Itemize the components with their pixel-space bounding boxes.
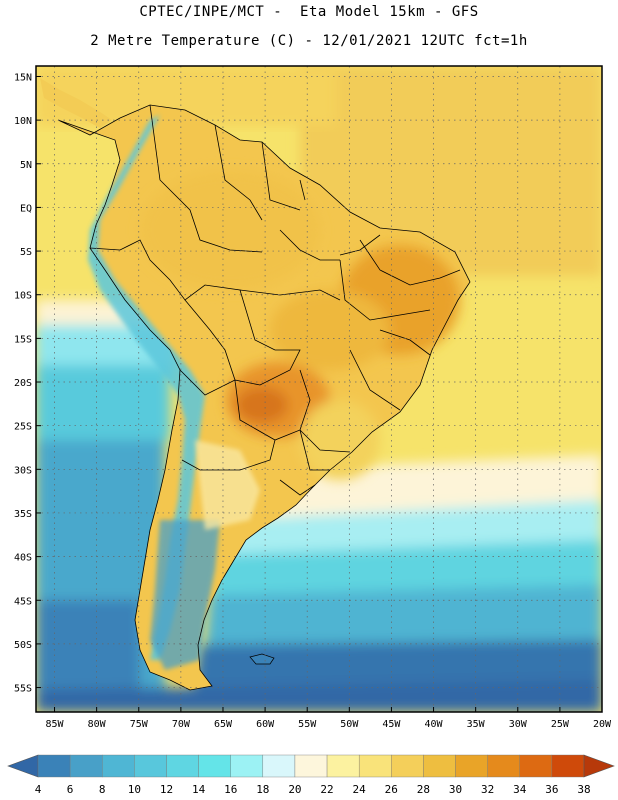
colorbar-tick-label: 16 xyxy=(224,783,237,796)
colorbar-segment xyxy=(551,754,585,778)
lat-label: 25S xyxy=(14,422,32,433)
lon-label: 65W xyxy=(214,719,233,730)
colorbar-low-arrow xyxy=(7,754,39,778)
lon-label: 30W xyxy=(509,719,528,730)
colorbar-tick-label: 26 xyxy=(385,783,398,796)
lat-label: 10N xyxy=(14,116,32,127)
colorbar-tick-label: 30 xyxy=(449,783,462,796)
colorbar-tick-label: 20 xyxy=(288,783,301,796)
lat-label: 5S xyxy=(20,247,32,258)
lon-label: 40W xyxy=(425,719,444,730)
colorbar-segment xyxy=(198,754,231,778)
lon-label: 80W xyxy=(88,719,107,730)
colorbar-tick-label: 38 xyxy=(577,783,590,796)
map-title-line-2: 2 Metre Temperature (C) - 12/01/2021 12U… xyxy=(90,33,528,49)
lon-label: 35W xyxy=(467,719,486,730)
colorbar-high-arrow xyxy=(583,754,615,778)
colorbar-segment xyxy=(519,754,553,778)
colorbar-segment xyxy=(262,754,296,778)
lon-label: 85W xyxy=(45,719,64,730)
colorbar-tick-label: 8 xyxy=(99,783,106,796)
colorbar-segment xyxy=(391,754,424,778)
color-scale-bar: 4 6 8 10 12 14 16 18 20 22 24 26 28 30 32 34 36 38 xyxy=(7,754,615,796)
lat-label: 15N xyxy=(14,72,32,83)
lat-label: 10S xyxy=(14,291,32,302)
map-frame xyxy=(35,65,603,713)
colorbar-tick-label: 4 xyxy=(35,783,42,796)
lon-label: 25W xyxy=(551,719,570,730)
longitude-labels: 85W 80W 75W 70W 65W 60W 55W 50W 45W 40W 35W 30W 25W 2… xyxy=(45,707,612,730)
colorbar-tick-label: 22 xyxy=(320,783,333,796)
lat-label: 30S xyxy=(14,465,32,476)
latitude-labels: 15N 10N 5N EQ 5S 10S 15S 20S 25S 30S 35S 40S 45S 50S 5… xyxy=(14,72,41,695)
colorbar-segment xyxy=(166,754,199,778)
colorbar-tick-label: 6 xyxy=(67,783,74,796)
colorbar-segment xyxy=(230,754,264,778)
colorbar-segment xyxy=(69,754,103,778)
lat-label: 40S xyxy=(14,553,32,564)
lat-label: 15S xyxy=(14,334,32,345)
lat-label: 20S xyxy=(14,378,32,389)
colorbar-segment xyxy=(358,754,392,778)
colorbar-tick-label: 10 xyxy=(128,783,141,796)
central-america-land xyxy=(40,78,112,128)
country-borders xyxy=(57,104,471,691)
colorbar-tick-label: 18 xyxy=(256,783,269,796)
colorbar-segment xyxy=(423,754,456,778)
colorbar-tick-label: 24 xyxy=(353,783,367,796)
lat-label: 50S xyxy=(14,640,32,651)
map-field xyxy=(36,66,602,712)
graticule xyxy=(36,66,602,712)
colorbar-tick-label: 34 xyxy=(513,783,527,796)
lat-label: 5N xyxy=(20,160,32,171)
central-argentina-mild xyxy=(195,440,260,530)
colorbar-tick-label: 36 xyxy=(545,783,558,796)
colorbar-segment xyxy=(455,754,488,778)
lon-label: 55W xyxy=(298,719,317,730)
lon-label: 75W xyxy=(130,719,149,730)
lon-label: 45W xyxy=(382,719,401,730)
colorbar-segment xyxy=(102,754,135,778)
lat-label: 35S xyxy=(14,509,32,520)
colorbar-tick-label: 28 xyxy=(417,783,430,796)
patagonia-cold xyxy=(150,520,220,670)
map-title-line-1: CPTEC/INPE/MCT - Eta Model 15km - GFS xyxy=(139,4,479,20)
colorbar-segment xyxy=(134,754,167,778)
falkland-islands xyxy=(249,653,275,665)
lon-label: 20W xyxy=(593,719,612,730)
colorbar-tick-label: 32 xyxy=(481,783,494,796)
lon-label: 60W xyxy=(256,719,275,730)
colorbar-tick-label: 14 xyxy=(192,783,206,796)
lat-label: 45S xyxy=(14,596,32,607)
colorbar-segment xyxy=(294,754,328,778)
colorbar-segment xyxy=(326,754,360,778)
lat-label: EQ xyxy=(20,203,32,214)
colorbar-tick-label: 12 xyxy=(160,783,173,796)
colorbar-segment xyxy=(487,754,520,778)
lat-label: 55S xyxy=(14,684,32,695)
lon-label: 70W xyxy=(172,719,191,730)
colorbar-segment xyxy=(37,754,71,778)
southern-ocean-bands xyxy=(36,300,602,712)
lon-label: 50W xyxy=(340,719,359,730)
